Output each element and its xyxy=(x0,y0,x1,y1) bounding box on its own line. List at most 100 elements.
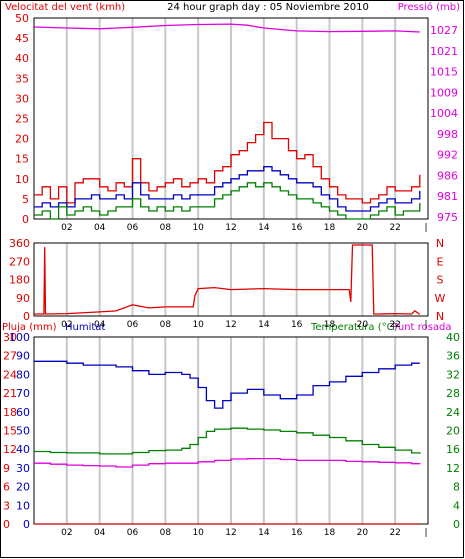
rain-y-tick-label: 9 xyxy=(3,462,10,475)
x-tick-label: 14 xyxy=(258,320,270,330)
x-tick-label: 12 xyxy=(225,528,236,538)
compass-tick-label: E xyxy=(437,255,444,268)
wind-gust-series-line xyxy=(34,121,421,204)
x-tick-label: 16 xyxy=(291,223,303,233)
x-tick-label: | xyxy=(424,320,427,330)
x-tick-label: 22 xyxy=(389,528,400,538)
pressure-y-tick-label: 981 xyxy=(437,190,458,203)
direction-y-tick-label: 180 xyxy=(9,274,30,287)
pressure-y-tick-label: 998 xyxy=(437,128,458,141)
x-tick-label: 18 xyxy=(324,223,336,233)
x-tick-label: 18 xyxy=(324,528,336,538)
x-tick-label: 02 xyxy=(61,320,72,330)
temperature-y-tick-label: 12 xyxy=(446,462,460,475)
x-tick-label: 04 xyxy=(94,528,106,538)
x-tick-label: 14 xyxy=(258,223,270,233)
wind-y-tick-label: 40 xyxy=(15,52,29,65)
x-tick-label: 04 xyxy=(94,223,106,233)
humidity-y-tick-label: 90 xyxy=(16,350,30,363)
x-tick-label: 20 xyxy=(357,528,369,538)
pressure-y-tick-label: 975 xyxy=(437,211,458,224)
direction-y-tick-label: 0 xyxy=(23,310,30,323)
temperature-series-line xyxy=(34,427,421,455)
plot-frame xyxy=(33,17,429,220)
rain-y-tick-label: 6 xyxy=(3,481,10,494)
humidity-y-tick-label: 0 xyxy=(23,518,30,531)
x-tick-label: 18 xyxy=(324,320,336,330)
x-tick-label: 08 xyxy=(160,320,172,330)
x-tick-label: 08 xyxy=(160,528,172,538)
humidity-y-tick-label: 40 xyxy=(16,443,30,456)
rain-legend-label: Pluja (mm) xyxy=(2,322,57,333)
direction-y-tick-label: 270 xyxy=(9,255,30,268)
x-tick-label: 22 xyxy=(389,320,400,330)
direction-y-tick-label: 90 xyxy=(16,292,30,305)
pressure-y-tick-label: 1021 xyxy=(430,45,458,58)
humidity-y-tick-label: 50 xyxy=(16,425,30,438)
humidity-y-tick-label: 80 xyxy=(16,368,30,381)
x-tick-label: 10 xyxy=(192,528,204,538)
wind-y-tick-label: 15 xyxy=(15,153,29,166)
temperature-y-tick-label: 36 xyxy=(446,350,460,363)
humidity-legend-label: Humitat xyxy=(65,322,105,333)
wind-y-tick-label: 0 xyxy=(22,213,29,226)
rain-y-tick-label: 18 xyxy=(3,406,17,419)
wind-y-tick-label: 25 xyxy=(15,113,29,126)
x-tick-label: 10 xyxy=(192,320,204,330)
x-tick-label: 02 xyxy=(61,223,72,233)
chart-title: 24 hour graph day : 05 Noviembre 2010 xyxy=(167,2,369,13)
pressure-y-tick-label: 986 xyxy=(437,169,458,182)
pressure-y-tick-label: 1009 xyxy=(430,86,458,99)
plot-layer: 02 04 06 08 10 12 14 16 18 20 22 |05101520253035404… xyxy=(3,12,460,538)
rain-y-tick-label: 15 xyxy=(3,425,17,438)
humidity-y-tick-label: 70 xyxy=(16,387,30,400)
temperature-y-tick-label: 16 xyxy=(446,443,460,456)
rain-y-tick-label: 3 xyxy=(3,499,10,512)
x-tick-label: 06 xyxy=(127,223,139,233)
plot-frame xyxy=(33,242,429,317)
compass-tick-label: N xyxy=(436,237,444,250)
pressure-y-tick-label: 1027 xyxy=(430,24,458,37)
x-tick-label: 16 xyxy=(291,320,303,330)
rain-y-tick-label: 24 xyxy=(3,368,17,381)
humidity-y-tick-label: 60 xyxy=(16,406,30,419)
humidity-series-line xyxy=(34,360,420,409)
temperature-y-tick-label: 8 xyxy=(453,481,460,494)
temperature-legend-label: Temperatura (°C) xyxy=(310,322,398,333)
x-tick-label: | xyxy=(424,223,427,233)
x-tick-label: 20 xyxy=(357,320,369,330)
compass-tick-label: W xyxy=(435,292,446,305)
x-tick-label: 08 xyxy=(160,223,172,233)
humidity-y-tick-label: 30 xyxy=(16,462,30,475)
x-tick-label: 22 xyxy=(389,223,400,233)
dewpoint-series-line xyxy=(34,457,421,468)
compass-tick-label: S xyxy=(437,274,444,287)
temperature-y-tick-label: 24 xyxy=(446,406,460,419)
pressure-y-tick-label: 1015 xyxy=(430,66,458,79)
wind-y-tick-label: 45 xyxy=(15,32,29,45)
rain-y-tick-label: 21 xyxy=(3,387,17,400)
temperature-y-tick-label: 20 xyxy=(446,425,460,438)
rain-y-tick-label: 12 xyxy=(3,443,17,456)
x-tick-label: 14 xyxy=(258,528,270,538)
dewpoint-legend-label: Punt rosada xyxy=(392,322,451,333)
pressure-y-tick-label: 1004 xyxy=(430,107,458,120)
wind-y-tick-label: 30 xyxy=(15,92,29,105)
temperature-y-tick-label: 32 xyxy=(446,368,460,381)
pressure-y-tick-label: 992 xyxy=(437,149,458,162)
direction-y-tick-label: 360 xyxy=(9,237,30,250)
wind-axis-label: Velocitat del vent (kmh) xyxy=(5,2,125,13)
pressure-series-line xyxy=(33,23,420,33)
x-tick-label: 02 xyxy=(61,528,72,538)
compass-tick-label: N xyxy=(436,310,444,323)
rain-y-tick-label: 0 xyxy=(3,518,10,531)
temperature-y-tick-label: 4 xyxy=(453,499,460,512)
wind-direction-series-line xyxy=(34,244,421,315)
wind-y-tick-label: 50 xyxy=(15,12,29,25)
humidity-y-tick-label: 20 xyxy=(16,481,30,494)
temperature-y-tick-label: 40 xyxy=(446,331,460,344)
humidity-y-tick-label: 10 xyxy=(16,499,30,512)
x-tick-label: 06 xyxy=(127,528,139,538)
